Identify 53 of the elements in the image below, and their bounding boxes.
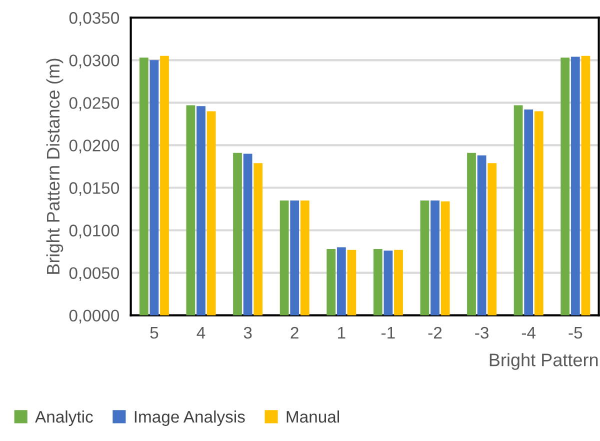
x-tick-label: -5 — [568, 327, 582, 339]
y-tick-label: 0,0050 — [69, 267, 120, 281]
y-tick-label: 0,0150 — [69, 182, 120, 196]
bar — [534, 111, 544, 316]
bar — [233, 152, 242, 316]
bar — [440, 201, 450, 316]
legend-label: Analytic — [35, 410, 93, 426]
bar — [290, 200, 300, 316]
bar — [347, 250, 356, 316]
legend-label: Image Analysis — [134, 410, 245, 426]
bar — [186, 105, 196, 316]
bar — [206, 111, 216, 316]
bar — [280, 200, 289, 316]
bar — [430, 200, 440, 316]
x-tick-label: 2 — [290, 326, 298, 339]
bar — [160, 56, 169, 316]
bar — [150, 60, 159, 316]
bar — [254, 163, 263, 316]
x-tick-label: -1 — [382, 327, 395, 339]
bar — [243, 154, 252, 316]
y-axis-title: Bright Pattern Distance (m) — [46, 58, 64, 274]
bar — [373, 248, 382, 316]
bar — [420, 200, 430, 316]
y-tick-label: 0,0350 — [69, 12, 120, 26]
bar — [488, 163, 497, 316]
x-tick-label: 3 — [244, 326, 252, 339]
y-tick-label: 0,0100 — [69, 224, 120, 238]
bar — [524, 109, 534, 316]
x-tick-label: -2 — [428, 326, 442, 339]
bar — [196, 106, 206, 316]
bar — [394, 250, 403, 316]
bar — [326, 248, 336, 316]
bar — [467, 152, 476, 316]
bar — [477, 155, 486, 316]
x-tick-label: 4 — [196, 327, 206, 339]
bar — [560, 58, 570, 316]
y-tick-label: 0,0000 — [69, 310, 120, 324]
y-tick-label: 0,0300 — [69, 54, 120, 68]
x-tick-label: 1 — [338, 327, 346, 339]
x-axis-title: Bright Pattern — [490, 353, 598, 370]
x-tick-label: -4 — [522, 327, 536, 339]
bar — [384, 250, 393, 316]
x-tick-label: 5 — [150, 327, 158, 339]
bar — [514, 105, 523, 316]
bar — [581, 56, 590, 316]
bar — [300, 200, 310, 316]
bar — [570, 56, 580, 316]
x-tick-label: -3 — [475, 326, 488, 339]
bar — [139, 58, 148, 316]
y-tick-label: 0,0250 — [69, 97, 120, 111]
bar — [336, 247, 346, 316]
y-tick-label: 0,0200 — [69, 140, 120, 154]
legend-label: Manual — [286, 410, 339, 423]
